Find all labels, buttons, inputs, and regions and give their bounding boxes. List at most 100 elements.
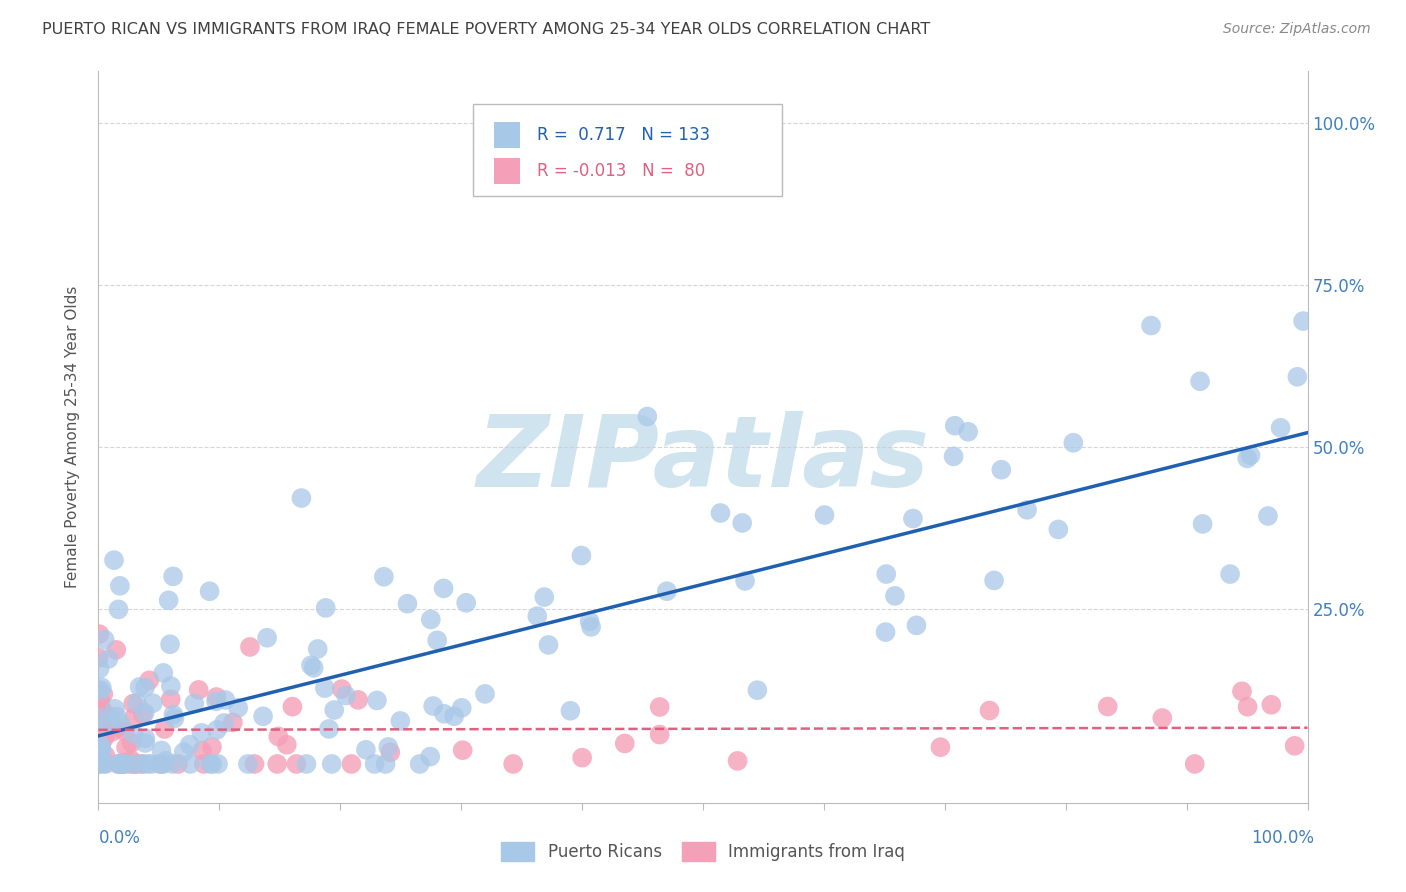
Point (132, 707, 155, 722)
Point (396, 597, 419, 611)
Point (373, 570, 395, 584)
Point (222, 715, 245, 730)
Point (87, 756, 110, 771)
Point (105, 643, 128, 657)
Point (155, 754, 177, 768)
Point (290, 491, 312, 505)
Point (96, 722, 118, 736)
Point (1097, 699, 1119, 714)
Point (243, 756, 266, 771)
Point (330, 682, 353, 697)
FancyBboxPatch shape (474, 104, 782, 195)
Point (236, 756, 259, 771)
Point (474, 687, 496, 701)
FancyBboxPatch shape (494, 158, 520, 184)
Point (122, 710, 145, 724)
Point (1189, 374, 1212, 388)
Point (323, 703, 346, 717)
Point (1270, 421, 1292, 435)
Point (125, 696, 148, 710)
Point (87, 651, 110, 665)
Point (89, 627, 111, 641)
Point (205, 694, 228, 708)
Point (131, 756, 153, 771)
Point (205, 690, 228, 704)
Point (366, 693, 388, 707)
Point (142, 696, 165, 710)
Point (108, 579, 131, 593)
Point (90, 681, 112, 695)
Point (1257, 508, 1279, 523)
Point (152, 665, 174, 680)
Point (93, 723, 115, 738)
Legend: Puerto Ricans, Immigrants from Iraq: Puerto Ricans, Immigrants from Iraq (494, 835, 912, 868)
Point (266, 756, 288, 771)
Point (87, 724, 110, 739)
Point (162, 756, 184, 771)
Point (256, 631, 278, 645)
Point (157, 593, 180, 607)
Point (389, 714, 412, 728)
Point (363, 756, 385, 771)
Point (87, 756, 110, 771)
Point (347, 693, 370, 707)
Point (201, 756, 224, 771)
Point (162, 569, 184, 583)
Point (90, 721, 112, 735)
Point (648, 700, 671, 714)
Point (285, 756, 308, 771)
Point (578, 615, 600, 629)
Point (97, 652, 120, 666)
Point (450, 701, 472, 715)
Point (212, 716, 235, 731)
Point (141, 756, 163, 771)
Point (150, 743, 173, 757)
Point (200, 756, 222, 771)
Text: PUERTO RICAN VS IMMIGRANTS FROM IRAQ FEMALE POVERTY AMONG 25-34 YEAR OLDS CORREL: PUERTO RICAN VS IMMIGRANTS FROM IRAQ FEM… (42, 22, 931, 37)
Point (93, 731, 115, 745)
Point (87, 756, 110, 771)
Point (281, 699, 304, 714)
Point (110, 756, 132, 771)
Point (252, 709, 274, 723)
Point (122, 727, 145, 741)
Point (104, 702, 127, 716)
Point (105, 709, 128, 723)
Point (89, 738, 111, 752)
Point (983, 574, 1005, 588)
Point (134, 731, 156, 746)
Point (179, 738, 201, 752)
Point (875, 567, 897, 582)
Point (295, 756, 318, 771)
Point (526, 609, 548, 624)
Point (93, 632, 115, 647)
Point (979, 704, 1001, 718)
Point (89, 693, 111, 707)
Point (905, 618, 928, 632)
Text: Source: ZipAtlas.com: Source: ZipAtlas.com (1223, 22, 1371, 37)
Point (107, 721, 129, 735)
Point (120, 736, 142, 750)
Point (1292, 314, 1315, 328)
Point (747, 683, 769, 698)
Point (267, 730, 290, 744)
Point (432, 582, 454, 596)
Point (122, 756, 145, 771)
Point (94, 727, 117, 741)
Point (150, 756, 173, 771)
Point (354, 743, 377, 757)
Point (90, 701, 112, 715)
Point (111, 756, 134, 770)
Point (226, 701, 249, 715)
Text: ZIPatlas: ZIPatlas (477, 410, 929, 508)
Point (89, 693, 111, 707)
Point (1230, 684, 1253, 698)
Point (205, 723, 228, 737)
Point (456, 596, 478, 610)
Point (214, 693, 236, 707)
Point (120, 756, 142, 771)
Point (122, 697, 145, 711)
Point (94, 756, 117, 771)
Point (173, 745, 195, 759)
Text: R =  0.717   N = 133: R = 0.717 N = 133 (537, 126, 710, 144)
